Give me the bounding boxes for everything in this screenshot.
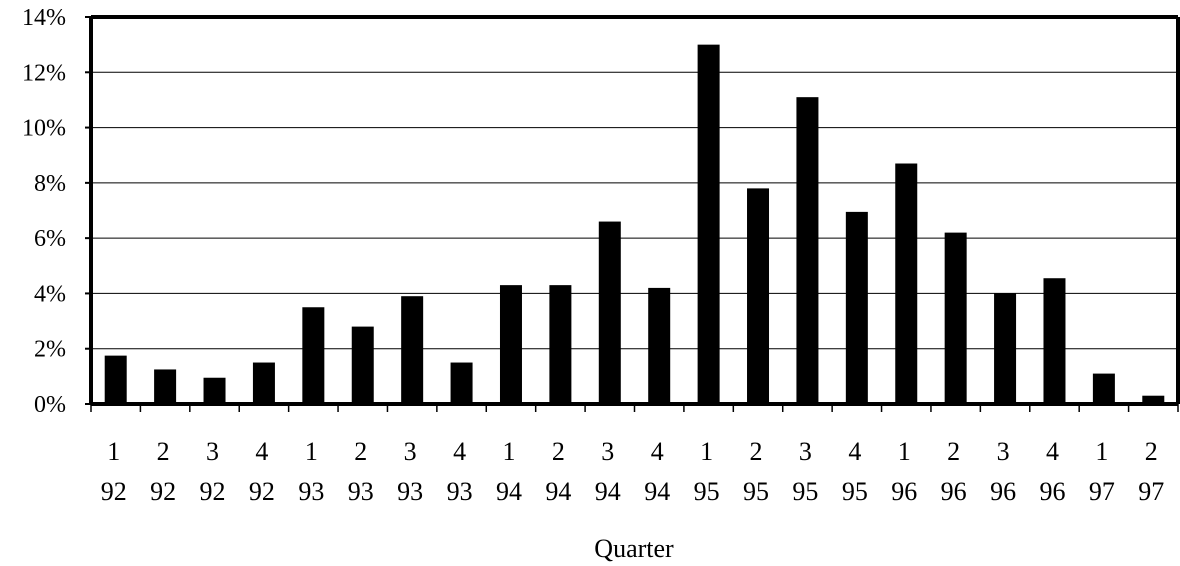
- x-tick-label-quarter: 4: [453, 437, 466, 466]
- x-tick-label-quarter: 2: [157, 437, 170, 466]
- y-tick-label: 12%: [22, 60, 66, 86]
- x-tick-label-year: 93: [298, 477, 324, 506]
- bar: [203, 377, 226, 404]
- x-tick-label-quarter: 2: [750, 437, 763, 466]
- y-tick-label: 4%: [34, 281, 66, 307]
- x-tick-label-year: 96: [941, 477, 967, 506]
- bar: [154, 369, 177, 404]
- x-axis-ticks: 1 92 2 92 3 92 4 92 1 93 2 93 3 93 4 93 1 94 2 94 3 94 4 94 1 95 2…: [90, 404, 1179, 506]
- bar: [1092, 373, 1115, 404]
- x-tick-label-year: 94: [496, 477, 522, 506]
- bar: [944, 232, 967, 404]
- x-tick-label-quarter: 3: [601, 437, 614, 466]
- x-tick-label-year: 92: [150, 477, 176, 506]
- bar: [697, 44, 720, 405]
- y-tick-label: 6%: [34, 226, 66, 252]
- x-tick-label-quarter: 4: [255, 437, 268, 466]
- y-tick-label: 2%: [34, 337, 66, 363]
- x-tick-label-year: 97: [1089, 477, 1115, 506]
- x-tick-label-year: 92: [249, 477, 275, 506]
- y-tick-label: 10%: [22, 116, 66, 142]
- bar: [796, 97, 819, 405]
- y-tick-label: 14%: [22, 5, 66, 31]
- x-tick-label-year: 96: [1039, 477, 1065, 506]
- bar: [549, 285, 572, 404]
- x-tick-label-quarter: 1: [700, 437, 713, 466]
- x-tick-label-year: 93: [348, 477, 374, 506]
- y-tick-label: 8%: [34, 171, 66, 197]
- x-tick-label-quarter: 4: [651, 437, 664, 466]
- bar: [598, 221, 621, 404]
- x-tick-label-quarter: 1: [1095, 437, 1108, 466]
- x-tick-label-quarter: 2: [354, 437, 367, 466]
- bar: [401, 296, 424, 404]
- bar: [1043, 278, 1066, 404]
- bar: [1142, 395, 1165, 404]
- x-tick-label-quarter: 4: [1046, 437, 1059, 466]
- x-tick-label-quarter: 3: [997, 437, 1010, 466]
- x-tick-label-year: 95: [792, 477, 818, 506]
- bar: [994, 293, 1017, 404]
- x-tick-label-quarter: 3: [799, 437, 812, 466]
- x-tick-label-year: 97: [1138, 477, 1164, 506]
- y-axis-ticks: 0% 2% 4% 6% 8% 10% 12% 14%: [22, 5, 91, 418]
- x-tick-label-year: 92: [200, 477, 226, 506]
- bar: [351, 326, 374, 404]
- bar: [450, 362, 473, 404]
- bar: [845, 211, 868, 404]
- x-tick-label-year: 93: [447, 477, 473, 506]
- x-tick-label-year: 96: [891, 477, 917, 506]
- bar: [104, 355, 127, 404]
- x-tick-label-year: 94: [545, 477, 571, 506]
- x-tick-label-year: 95: [842, 477, 868, 506]
- x-tick-label-year: 96: [990, 477, 1016, 506]
- x-tick-label-year: 95: [694, 477, 720, 506]
- x-tick-label-quarter: 3: [206, 437, 219, 466]
- bar: [747, 188, 770, 404]
- x-tick-label-year: 92: [101, 477, 127, 506]
- x-tick-label-quarter: 2: [1145, 437, 1158, 466]
- x-tick-label-year: 94: [644, 477, 670, 506]
- bar: [302, 307, 325, 404]
- x-tick-label-quarter: 2: [552, 437, 565, 466]
- x-axis-title: Quarter: [594, 534, 674, 563]
- y-tick-label: 0%: [34, 392, 66, 418]
- x-tick-label-year: 94: [595, 477, 621, 506]
- x-tick-label-quarter: 2: [947, 437, 960, 466]
- x-tick-label-quarter: 1: [502, 437, 515, 466]
- x-tick-label-year: 95: [743, 477, 769, 506]
- x-tick-label-quarter: 1: [305, 437, 318, 466]
- bars: [104, 44, 1165, 405]
- x-tick-label-quarter: 1: [898, 437, 911, 466]
- bar: [895, 163, 918, 404]
- bar: [252, 362, 275, 404]
- bar: [499, 285, 522, 404]
- bar: [648, 287, 671, 404]
- x-tick-label-quarter: 3: [404, 437, 417, 466]
- x-tick-label-quarter: 1: [107, 437, 120, 466]
- x-tick-label-year: 93: [397, 477, 423, 506]
- x-tick-label-quarter: 4: [848, 437, 861, 466]
